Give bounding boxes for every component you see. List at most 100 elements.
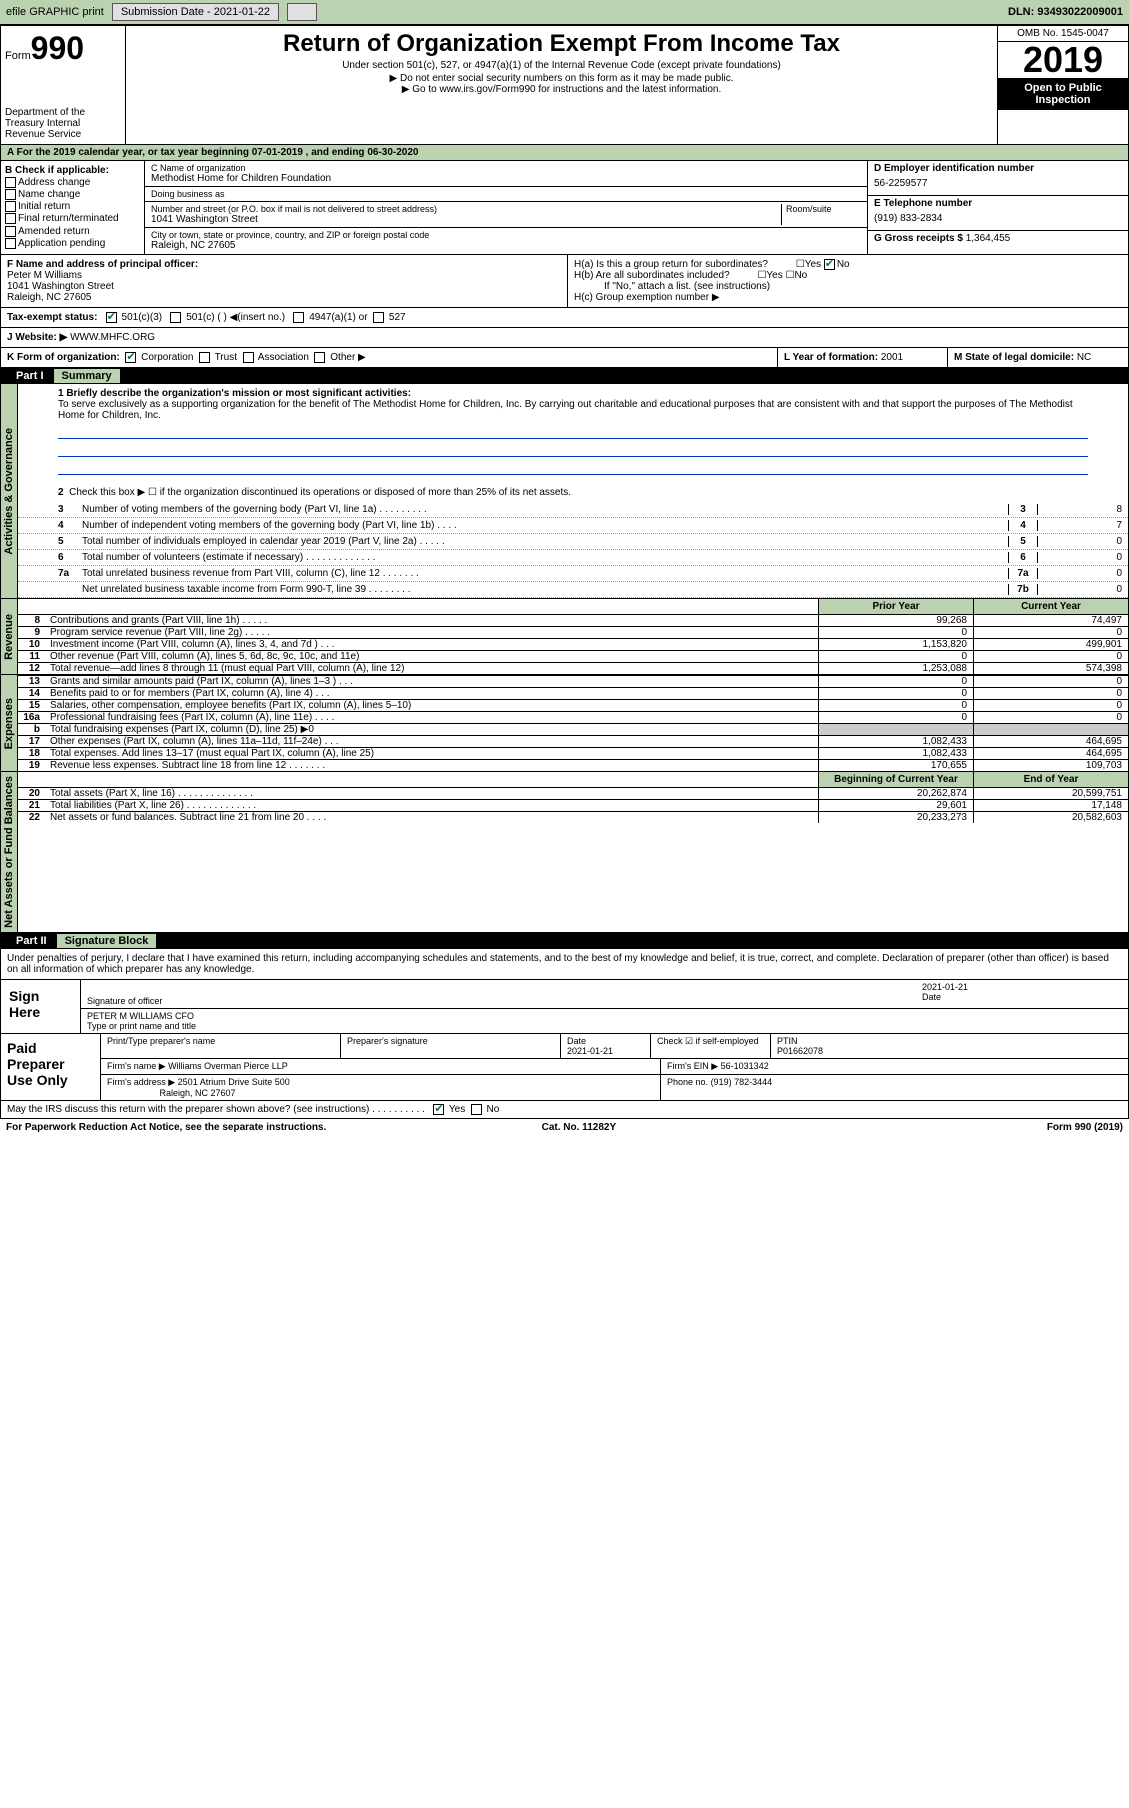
cb-discuss-no[interactable] xyxy=(471,1104,482,1115)
gov-row: 5Total number of individuals employed in… xyxy=(18,534,1128,550)
data-row: 21Total liabilities (Part X, line 26) . … xyxy=(18,799,1128,811)
m-label: M State of legal domicile: xyxy=(954,352,1074,363)
gov-row: Net unrelated business taxable income fr… xyxy=(18,582,1128,598)
dept-label: Department of the Treasury Internal Reve… xyxy=(5,107,121,140)
footer: For Paperwork Reduction Act Notice, see … xyxy=(0,1119,1129,1136)
efile-label: efile GRAPHIC print xyxy=(6,6,104,18)
section-b: B Check if applicable: Address change Na… xyxy=(0,161,1129,255)
firm-addr2: Raleigh, NC 27607 xyxy=(160,1088,236,1098)
data-row: 19Revenue less expenses. Subtract line 1… xyxy=(18,759,1128,771)
data-row: 16aProfessional fundraising fees (Part I… xyxy=(18,711,1128,723)
exp-label: Expenses xyxy=(1,694,17,753)
sig-date: 2021-01-21 xyxy=(922,982,1122,992)
officer-city: Raleigh, NC 27605 xyxy=(7,292,561,303)
row-f-h: F Name and address of principal officer:… xyxy=(0,255,1129,308)
cb-501c3[interactable] xyxy=(106,312,117,323)
data-row: 15Salaries, other compensation, employee… xyxy=(18,699,1128,711)
cb-assoc[interactable] xyxy=(243,352,254,363)
l-label: L Year of formation: xyxy=(784,352,878,363)
tax-year: 2019 xyxy=(998,42,1128,78)
netassets-section: Net Assets or Fund Balances Beginning of… xyxy=(0,771,1129,933)
prep-name-hdr: Print/Type preparer's name xyxy=(101,1034,341,1058)
room-label: Room/suite xyxy=(786,204,861,214)
cb-501c[interactable] xyxy=(170,312,181,323)
data-row: bTotal fundraising expenses (Part IX, co… xyxy=(18,723,1128,735)
data-row: 14Benefits paid to or for members (Part … xyxy=(18,687,1128,699)
firm-addr1: 2501 Atrium Drive Suite 500 xyxy=(178,1077,290,1087)
activities-section: Activities & Governance 1 Briefly descri… xyxy=(0,384,1129,598)
street: 1041 Washington Street xyxy=(151,214,781,225)
officer-street: 1041 Washington Street xyxy=(7,281,561,292)
cb-trust[interactable] xyxy=(199,352,210,363)
data-row: 10Investment income (Part VIII, column (… xyxy=(18,638,1128,650)
cb-final-return[interactable]: Final return/terminated xyxy=(5,213,140,224)
cb-other[interactable] xyxy=(314,352,325,363)
prep-sig-hdr: Preparer's signature xyxy=(341,1034,561,1058)
blank-button[interactable] xyxy=(287,3,317,21)
firm-addr-label: Firm's address ▶ xyxy=(107,1077,175,1087)
foot-cat: Cat. No. 11282Y xyxy=(542,1122,616,1133)
firm-ein-label: Firm's EIN ▶ xyxy=(667,1061,718,1071)
cy-hdr: Current Year xyxy=(973,599,1128,614)
org-name-label: C Name of organization xyxy=(151,163,861,173)
py-hdr: Prior Year xyxy=(818,599,973,614)
gov-row: 7aTotal unrelated business revenue from … xyxy=(18,566,1128,582)
gov-label: Activities & Governance xyxy=(1,424,17,559)
prep-selfemp: Check ☑ if self-employed xyxy=(651,1034,771,1058)
m-val: NC xyxy=(1077,352,1091,363)
form-link[interactable]: ▶ Go to www.irs.gov/Form990 for instruct… xyxy=(134,84,989,95)
data-row: 22Net assets or fund balances. Subtract … xyxy=(18,811,1128,823)
cb-discuss-yes[interactable] xyxy=(433,1104,444,1115)
org-name: Methodist Home for Children Foundation xyxy=(151,173,861,184)
data-row: 9Program service revenue (Part VIII, lin… xyxy=(18,626,1128,638)
cb-name-change[interactable]: Name change xyxy=(5,189,140,200)
foot-left: For Paperwork Reduction Act Notice, see … xyxy=(6,1122,326,1133)
cb-527[interactable] xyxy=(373,312,384,323)
cb-address-change[interactable]: Address change xyxy=(5,177,140,188)
row-website: J Website: ▶ WWW.MHFC.ORG xyxy=(0,328,1129,348)
q1-text: To serve exclusively as a supporting org… xyxy=(58,399,1073,421)
te-label: Tax-exempt status: xyxy=(7,312,97,323)
cb-initial-return[interactable]: Initial return xyxy=(5,201,140,212)
eoy-hdr: End of Year xyxy=(973,772,1128,787)
submission-date-button[interactable]: Submission Date - 2021-01-22 xyxy=(112,3,279,21)
addr-label: Number and street (or P.O. box if mail i… xyxy=(151,204,781,214)
sign-here-label: Sign Here xyxy=(1,980,81,1033)
part2-header: Part IISignature Block xyxy=(0,933,1129,949)
discuss-text: May the IRS discuss this return with the… xyxy=(7,1104,425,1115)
gov-row: 4Number of independent voting members of… xyxy=(18,518,1128,534)
city: Raleigh, NC 27605 xyxy=(151,240,861,251)
dba-label: Doing business as xyxy=(151,189,861,199)
ptin-hdr: PTIN xyxy=(777,1036,798,1046)
row-tax-exempt: Tax-exempt status: 501(c)(3) 501(c) ( ) … xyxy=(0,308,1129,328)
net-label: Net Assets or Fund Balances xyxy=(1,772,17,932)
website-value[interactable]: WWW.MHFC.ORG xyxy=(70,332,155,343)
firm-name-label: Firm's name ▶ xyxy=(107,1061,166,1071)
top-bar: efile GRAPHIC print Submission Date - 20… xyxy=(0,0,1129,25)
data-row: 8Contributions and grants (Part VIII, li… xyxy=(18,614,1128,626)
website-label: J Website: ▶ xyxy=(7,332,67,343)
box-b-header: B Check if applicable: xyxy=(5,165,140,176)
form-sub1: Under section 501(c), 527, or 4947(a)(1)… xyxy=(134,60,989,71)
cb-app-pending[interactable]: Application pending xyxy=(5,238,140,249)
h-b: H(b) Are all subordinates included? ☐Yes… xyxy=(574,270,1122,281)
firm-phone: (919) 782-3444 xyxy=(711,1077,773,1087)
part1-header: Part ISummary xyxy=(0,368,1129,384)
gross-value: 1,364,455 xyxy=(966,233,1011,244)
data-row: 11Other revenue (Part VIII, column (A), … xyxy=(18,650,1128,662)
sig-date-label: Date xyxy=(922,992,1122,1002)
cb-corp[interactable] xyxy=(125,352,136,363)
cb-amended-return[interactable]: Amended return xyxy=(5,226,140,237)
paid-prep-label: Paid Preparer Use Only xyxy=(1,1034,101,1100)
signature-block: Under penalties of perjury, I declare th… xyxy=(0,949,1129,1119)
officer-name: Peter M Williams xyxy=(7,270,561,281)
firm-phone-label: Phone no. xyxy=(667,1077,708,1087)
ein-label: D Employer identification number xyxy=(874,163,1122,174)
expenses-section: Expenses 13Grants and similar amounts pa… xyxy=(0,674,1129,771)
gross-label: G Gross receipts $ xyxy=(874,233,963,244)
sig-name: PETER M WILLIAMS CFO xyxy=(87,1011,1122,1021)
prep-date-hdr: Date xyxy=(567,1036,586,1046)
data-row: 12Total revenue—add lines 8 through 11 (… xyxy=(18,662,1128,674)
cb-4947[interactable] xyxy=(293,312,304,323)
bcy-hdr: Beginning of Current Year xyxy=(818,772,973,787)
